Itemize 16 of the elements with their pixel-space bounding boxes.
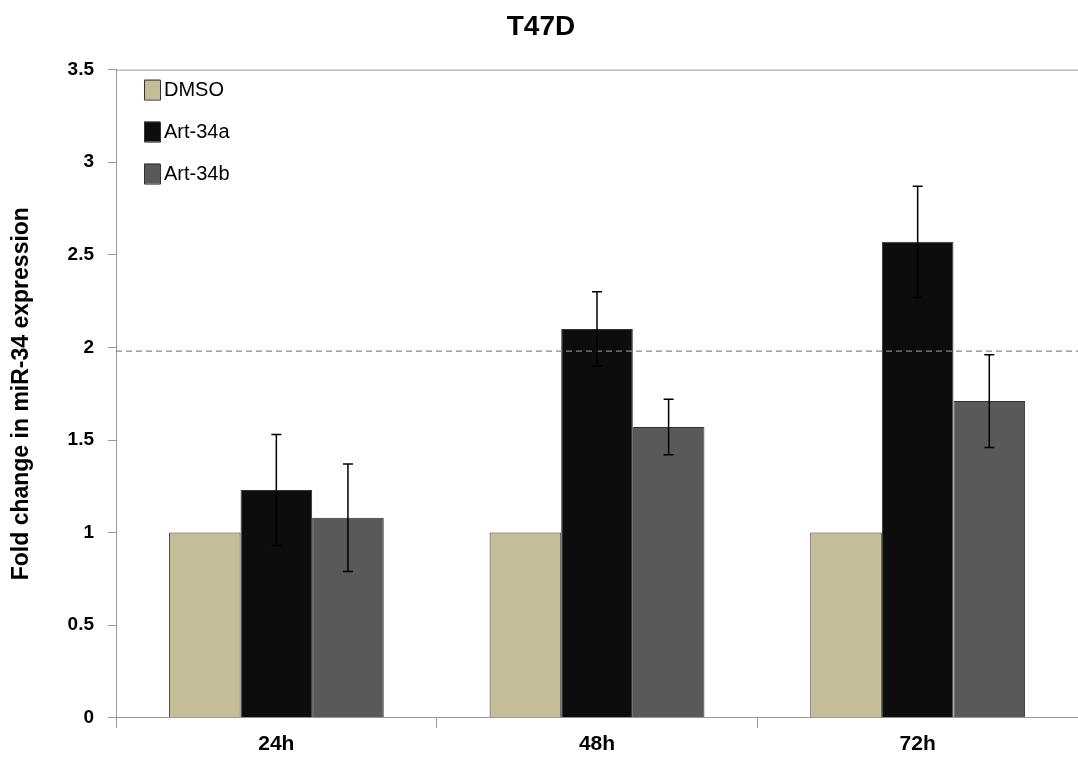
chart-title: T47D (506, 9, 576, 41)
x-tick-label: 24h (258, 731, 295, 755)
legend-label: Art-34b (164, 162, 230, 185)
y-tick-label: 0 (83, 706, 95, 728)
legend-label: DMSO (164, 78, 225, 101)
y-tick-label: 2 (83, 335, 95, 357)
y-axis-title: Fold change in miR-34 expression (7, 207, 34, 581)
legend-label: Art-34a (164, 120, 231, 143)
y-tick-label: 3.5 (67, 57, 95, 79)
y-tick-label: 0.5 (67, 613, 95, 635)
x-tick-label: 72h (899, 731, 936, 755)
y-tick-label: 3 (83, 150, 95, 172)
x-tick-label: 48h (578, 731, 616, 755)
y-tick-label: 2.5 (67, 243, 95, 265)
y-tick-label: 1.5 (67, 428, 95, 450)
y-tick-label: 1 (83, 520, 95, 542)
